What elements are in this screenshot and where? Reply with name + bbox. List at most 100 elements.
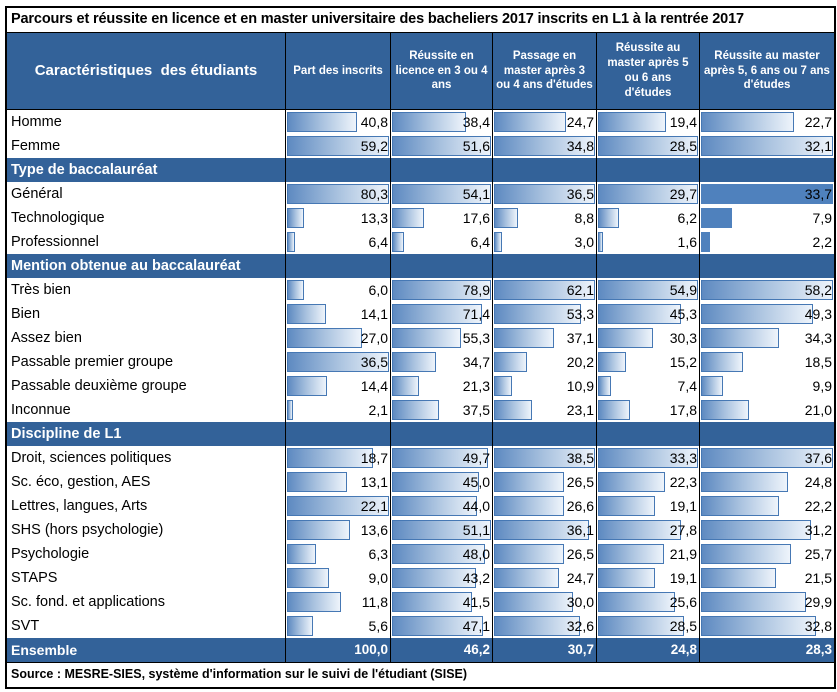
data-bar xyxy=(287,472,348,492)
bar-area xyxy=(494,616,595,636)
cell-value: 24,8 xyxy=(804,474,832,490)
data-bar xyxy=(392,304,482,324)
cell-value: 34,7 xyxy=(462,354,490,370)
value-cell: 22,3 xyxy=(596,470,699,494)
section-header-cell xyxy=(285,422,390,446)
cell-value: 59,2 xyxy=(360,138,388,154)
cell-value: 2,2 xyxy=(812,234,832,250)
ensemble-cell: 30,7 xyxy=(492,638,596,662)
value-cell: 21,9 xyxy=(596,542,699,566)
value-cell: 32,1 xyxy=(699,134,834,158)
cell-value: 45,3 xyxy=(669,306,697,322)
bar-area xyxy=(392,496,491,516)
bar-area xyxy=(392,376,491,396)
bar-area xyxy=(598,496,698,516)
cell-value: 29,7 xyxy=(669,186,697,202)
data-bar xyxy=(392,112,466,132)
cell-value: 40,8 xyxy=(360,114,388,130)
data-bar xyxy=(701,184,833,204)
data-bar xyxy=(701,232,710,252)
cell-value: 6,4 xyxy=(470,234,490,250)
data-bar xyxy=(494,544,564,564)
data-bar xyxy=(598,496,656,516)
cell-value: 36,5 xyxy=(360,354,388,370)
row-label: Inconnue xyxy=(11,402,71,418)
data-bar xyxy=(392,472,480,492)
cell-value: 21,0 xyxy=(804,402,832,418)
data-bar xyxy=(392,568,476,588)
row-label: Droit, sciences politiques xyxy=(11,450,172,466)
row-label: Technologique xyxy=(11,210,105,226)
bar-area xyxy=(494,448,595,468)
value-cell: 51,6 xyxy=(390,134,492,158)
table-row: Sc. fond. et applications 11,8 41,5 30,0 25,… xyxy=(7,590,834,614)
data-bar xyxy=(494,112,566,132)
row-label: Bien xyxy=(11,306,41,322)
value-cell: 29,7 xyxy=(596,182,699,206)
cell-value: 18,7 xyxy=(360,450,388,466)
bar-area xyxy=(598,616,698,636)
bar-area xyxy=(392,400,491,420)
value-cell: 3,0 xyxy=(492,230,596,254)
ensemble-row: Ensemble 100,0 46,2 30,7 24,8 28,3 xyxy=(7,638,834,662)
value-cell: 41,5 xyxy=(390,590,492,614)
cell-value: 30,0 xyxy=(566,594,594,610)
cell-value: 1,6 xyxy=(677,234,697,250)
data-bar xyxy=(598,328,654,348)
value-cell: 80,3 xyxy=(285,182,390,206)
value-cell: 6,0 xyxy=(285,278,390,302)
table-row: Général 80,3 54,1 36,5 29,7 33,7 xyxy=(7,182,834,206)
section-header-row: Type de baccalauréat xyxy=(7,158,834,182)
value-cell: 53,3 xyxy=(492,302,596,326)
data-bar xyxy=(598,184,698,204)
cell-value: 36,5 xyxy=(566,186,594,202)
cell-value: 15,2 xyxy=(669,354,697,370)
data-bar xyxy=(392,496,478,516)
data-bar xyxy=(392,232,404,252)
data-bar xyxy=(392,328,462,348)
value-cell: 18,5 xyxy=(699,350,834,374)
data-bar xyxy=(494,472,564,492)
table-row: Passable deuxième groupe 14,4 21,3 10,9 7,4 9… xyxy=(7,374,834,398)
data-bar xyxy=(287,232,296,252)
column-header-reussite-licence: Réussite en licence en 3 ou 4 ans xyxy=(390,33,492,109)
data-bar xyxy=(701,112,795,132)
value-cell: 34,7 xyxy=(390,350,492,374)
cell-value: 22,7 xyxy=(804,114,832,130)
bar-area xyxy=(598,592,698,612)
bar-area xyxy=(598,400,698,420)
value-cell: 43,2 xyxy=(390,566,492,590)
data-bar xyxy=(392,208,425,228)
cell-value: 33,3 xyxy=(669,450,697,466)
value-cell: 38,4 xyxy=(390,110,492,134)
cell-value: 18,5 xyxy=(804,354,832,370)
bar-area xyxy=(598,352,698,372)
bar-area xyxy=(392,352,491,372)
row-label: SVT xyxy=(11,618,40,634)
value-cell: 13,3 xyxy=(285,206,390,230)
row-label: Sc. fond. et applications xyxy=(11,594,165,610)
value-cell: 10,9 xyxy=(492,374,596,398)
table-row: Assez bien 27,0 55,3 37,1 30,3 34,3 xyxy=(7,326,834,350)
data-bar xyxy=(598,544,664,564)
cell-value: 19,1 xyxy=(669,498,697,514)
data-bar xyxy=(598,136,698,156)
cell-value: 32,1 xyxy=(804,138,832,154)
data-bar xyxy=(494,400,532,420)
bar-area xyxy=(598,328,698,348)
data-bar xyxy=(494,520,589,540)
value-cell: 28,5 xyxy=(596,614,699,638)
data-bar xyxy=(494,184,595,204)
cell-value: 54,9 xyxy=(669,282,697,298)
bar-area xyxy=(392,208,491,228)
column-header-part-inscrits: Part des inscrits xyxy=(285,33,390,109)
column-header-reussite-master-5-6: Réussite au master après 5 ou 6 ans d'ét… xyxy=(596,33,699,109)
bar-area xyxy=(287,520,389,540)
cell-value: 14,1 xyxy=(360,306,388,322)
value-cell: 54,1 xyxy=(390,182,492,206)
bar-area xyxy=(494,496,595,516)
row-label: Passable premier groupe xyxy=(11,354,174,370)
source-note: Source : MESRE-SIES, système d'informati… xyxy=(7,662,834,687)
cell-value: 21,5 xyxy=(804,570,832,586)
data-bar xyxy=(598,568,656,588)
